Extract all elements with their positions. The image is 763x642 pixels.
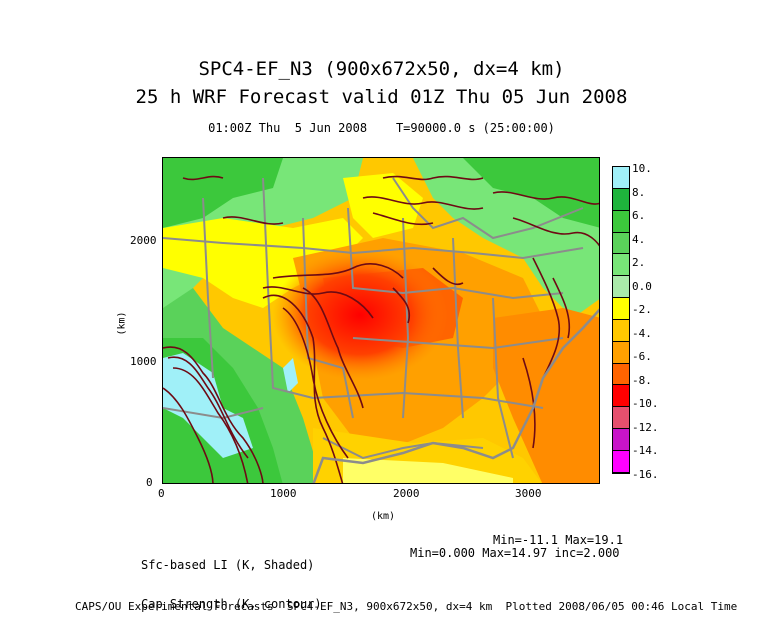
legend-contour-label: Cap Strength (K, contour) xyxy=(141,597,322,611)
forecast-map xyxy=(162,157,600,484)
colorbar-segment xyxy=(613,319,629,342)
x-tick-label: 0 xyxy=(158,487,165,500)
colorbar-segment xyxy=(613,385,629,408)
colorbar-label: 6. xyxy=(632,209,646,223)
shaded-field xyxy=(163,158,599,483)
colorbar-label: -6. xyxy=(632,350,652,364)
colorbar-label: 2. xyxy=(632,256,646,270)
colorbar-label: -8. xyxy=(632,373,652,387)
colorbar xyxy=(612,166,630,474)
forecast-title: 25 h WRF Forecast valid 01Z Thu 05 Jun 2… xyxy=(135,86,628,108)
colorbar-segment xyxy=(613,167,629,189)
colorbar-segment xyxy=(613,232,629,255)
colorbar-label: -14. xyxy=(632,444,659,458)
y-tick-label: 2000 xyxy=(130,234,157,247)
shaded-minmax: Min=-11.1 Max=19.1 xyxy=(493,533,624,547)
map-title: SPC4-EF_N3 (900x672x50, dx=4 km) xyxy=(198,58,565,80)
colorbar-segment xyxy=(613,254,629,277)
footer-credit: CAPS/OU Experimental Forecasts SPC4-EF_N… xyxy=(75,600,738,613)
x-tick-label: 1000 xyxy=(270,487,297,500)
x-tick-label: 2000 xyxy=(393,487,420,500)
valid-time-subtitle: 01:00Z Thu 5 Jun 2008 T=90000.0 s (25:00… xyxy=(208,121,555,135)
colorbar-label: -10. xyxy=(632,397,659,411)
colorbar-label: -16. xyxy=(632,468,659,481)
legend-shaded-contour: Sfc-based LI (K, Shaded) Cap Strength (K… xyxy=(141,533,322,624)
x-axis-label: (km) xyxy=(371,511,396,522)
colorbar-label: 10. xyxy=(632,162,652,175)
colorbar-segment xyxy=(613,276,629,299)
colorbar-label: -4. xyxy=(632,326,652,340)
colorbar-segment xyxy=(613,188,629,211)
colorbar-label: 0.0 xyxy=(632,279,652,293)
colorbar-segment xyxy=(613,407,629,430)
y-axis-label: (km) xyxy=(116,311,128,336)
colorbar-segment xyxy=(613,210,629,233)
colorbar-segment xyxy=(613,363,629,386)
y-tick-label: 0 xyxy=(146,476,153,489)
colorbar-segment xyxy=(613,298,629,320)
colorbar-label: 4. xyxy=(632,232,646,246)
colorbar-label: 8. xyxy=(632,185,646,199)
state-boundaries xyxy=(163,177,584,460)
coastline xyxy=(312,308,599,483)
legend-shaded-label: Sfc-based LI (K, Shaded) xyxy=(141,558,315,572)
x-tick-label: 3000 xyxy=(515,487,542,500)
colorbar-label: -12. xyxy=(632,420,659,434)
colorbar-label: -2. xyxy=(632,303,652,317)
colorbar-segment xyxy=(613,341,629,364)
colorbar-segment xyxy=(613,429,629,451)
y-tick-label: 1000 xyxy=(130,355,157,368)
cap-strength-contours xyxy=(163,175,599,483)
contour-minmax: Min=0.000 Max=14.97 inc=2.000 xyxy=(410,546,620,560)
colorbar-segment xyxy=(613,450,629,473)
